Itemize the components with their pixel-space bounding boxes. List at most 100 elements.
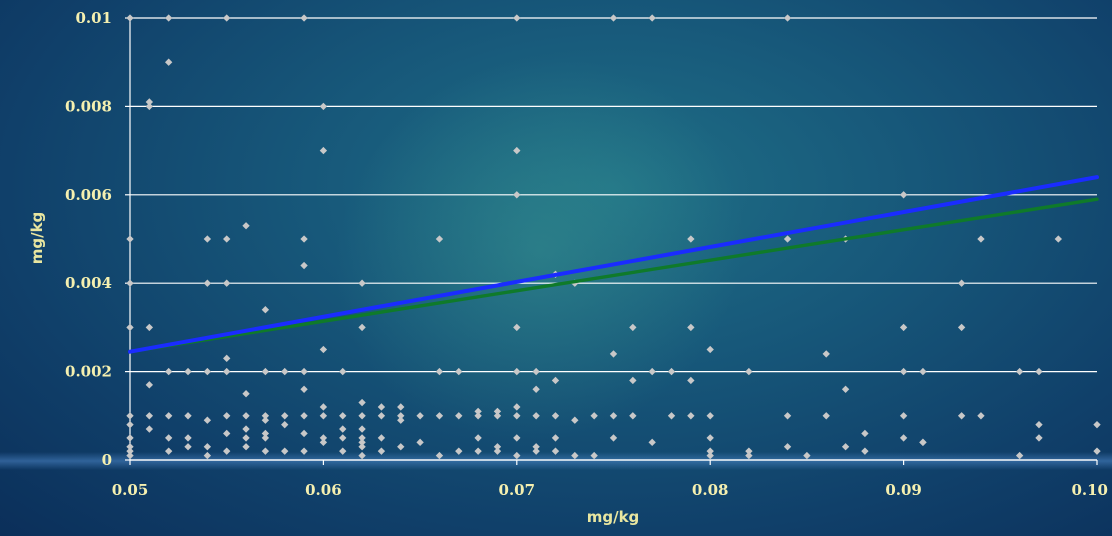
data-point-70 (687, 376, 695, 385)
data-point-31 (358, 279, 366, 287)
data-point-142 (474, 434, 482, 442)
data-point-6 (648, 14, 656, 22)
trendline-blue (128, 175, 1099, 354)
data-point-189 (745, 451, 753, 460)
gridlines (130, 17, 1097, 461)
data-point-144 (551, 434, 560, 442)
data-point-131 (300, 429, 308, 438)
data-point-181 (126, 451, 134, 460)
data-point-38 (358, 323, 366, 332)
data-point-63 (745, 367, 753, 376)
data-point-18 (203, 235, 212, 243)
data-point-75 (242, 390, 250, 398)
data-point-137 (261, 434, 270, 442)
data-point-0 (126, 14, 134, 22)
data-point-54 (281, 367, 289, 376)
data-point-140 (358, 434, 366, 442)
data-point-166 (126, 447, 134, 455)
data-point-136 (242, 434, 250, 442)
data-point-130 (223, 429, 231, 438)
data-point-114 (957, 412, 966, 420)
x-axis-title: mg/kg (587, 508, 640, 526)
data-point-33 (957, 279, 966, 287)
data-point-126 (242, 425, 250, 433)
data-point-57 (435, 367, 444, 376)
data-point-14 (513, 191, 521, 199)
data-point-102 (513, 412, 521, 420)
data-point-125 (145, 425, 154, 433)
data-point-21 (435, 235, 444, 243)
data-point-139 (339, 434, 347, 442)
data-point-28 (126, 279, 134, 287)
data-point-59 (513, 367, 521, 376)
data-point-148 (1035, 434, 1043, 442)
data-point-103 (532, 412, 540, 420)
data-point-17 (126, 235, 134, 243)
data-point-118 (261, 416, 270, 424)
data-point-50 (184, 367, 192, 376)
data-point-80 (513, 403, 521, 411)
data-point-39 (513, 323, 521, 332)
data-point-152 (648, 438, 656, 446)
x-tick-label-3: 0.08 (692, 481, 729, 499)
data-point-84 (145, 412, 154, 420)
data-point-74 (841, 385, 850, 393)
data-point-97 (416, 412, 424, 420)
x-tick-labels: 0.05 0.06 0.07 0.08 0.09 0.10 (112, 481, 1108, 499)
data-point-2 (223, 14, 231, 22)
x-tick-label-1: 0.06 (305, 481, 342, 499)
data-points (126, 14, 1101, 460)
data-point-161 (493, 443, 502, 451)
data-point-19 (223, 235, 231, 243)
data-point-186 (571, 451, 579, 460)
data-point-71 (145, 381, 154, 389)
data-point-7 (783, 14, 792, 22)
data-point-96 (397, 412, 405, 420)
data-point-104 (551, 412, 560, 420)
data-point-123 (1035, 420, 1043, 429)
data-point-91 (300, 412, 308, 420)
data-point-168 (223, 447, 231, 455)
data-point-95 (377, 412, 386, 420)
data-point-79 (397, 403, 405, 411)
y-tick-label-1: 0.002 (65, 363, 112, 381)
data-point-132 (416, 438, 424, 446)
data-point-87 (223, 412, 231, 420)
data-point-44 (319, 345, 328, 354)
data-point-156 (242, 443, 250, 451)
data-point-147 (899, 434, 908, 442)
data-point-62 (667, 367, 676, 376)
data-point-72 (300, 385, 308, 393)
data-point-45 (609, 350, 618, 358)
data-point-157 (281, 447, 289, 455)
data-point-61 (648, 367, 656, 376)
data-point-73 (532, 385, 540, 393)
data-point-105 (590, 412, 598, 420)
data-point-135 (184, 434, 192, 442)
data-point-46 (706, 345, 714, 354)
data-point-150 (319, 438, 328, 446)
data-point-40 (629, 323, 637, 332)
y-tick-label-4: 0.008 (65, 97, 112, 115)
data-point-165 (919, 438, 927, 446)
data-point-11 (319, 102, 328, 111)
data-point-100 (474, 412, 482, 420)
data-point-27 (300, 261, 308, 270)
data-point-88 (242, 412, 250, 420)
data-point-117 (203, 416, 212, 424)
data-point-85 (165, 412, 173, 420)
y-tick-label-5: 0.01 (75, 9, 112, 27)
data-point-49 (165, 367, 173, 376)
data-point-67 (1035, 367, 1043, 376)
data-point-94 (358, 412, 366, 420)
data-point-37 (145, 323, 154, 332)
data-point-122 (861, 429, 869, 438)
data-point-155 (203, 443, 212, 451)
data-point-69 (629, 376, 637, 385)
data-point-109 (687, 412, 695, 420)
data-point-92 (319, 412, 328, 420)
data-point-171 (339, 447, 347, 455)
data-point-182 (203, 451, 212, 460)
data-point-160 (474, 447, 482, 455)
trendlines (128, 175, 1099, 354)
